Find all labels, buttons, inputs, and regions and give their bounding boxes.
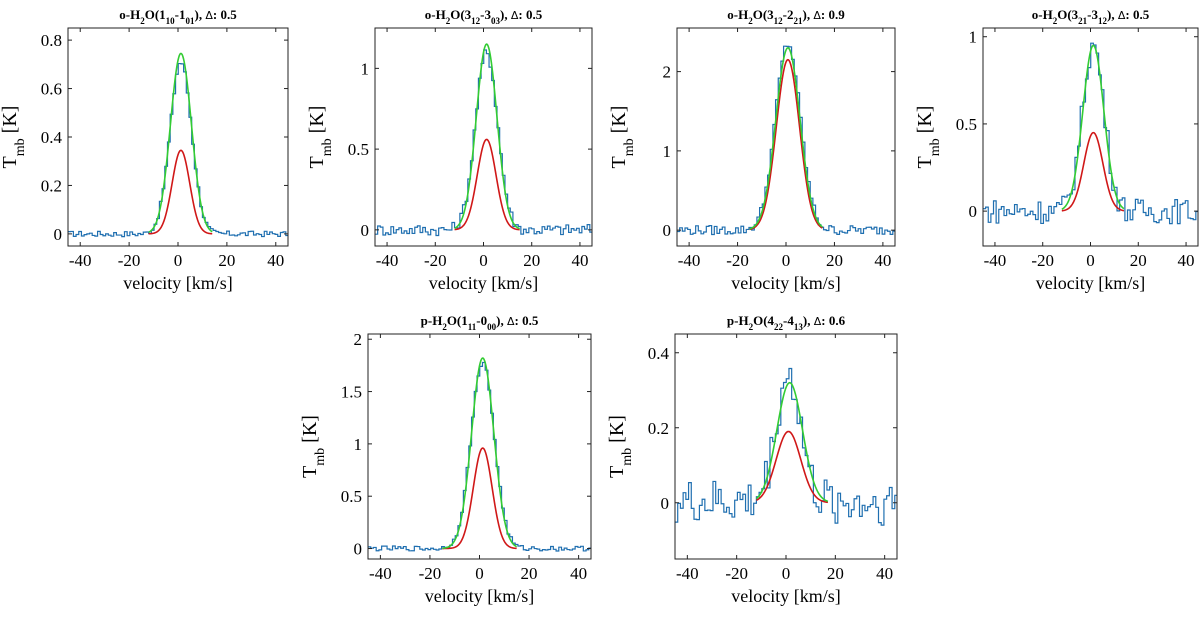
spectrum-panel: o-H2O(110-101), Δ: 0.5 -40 -20 0 20 40 0 0.2 0.4… xyxy=(0,7,289,293)
x-tick-label: 0 xyxy=(174,251,183,270)
component-fit-line xyxy=(442,447,517,550)
plot-frame xyxy=(674,333,898,560)
observed-spectrum-line xyxy=(368,361,591,552)
y-tick-label: 2 xyxy=(663,63,672,82)
x-tick-label: 20 xyxy=(1130,251,1147,270)
panel-title: p-H2O(422-413), Δ: 0.6 xyxy=(727,313,846,332)
y-tick-label: 0.2 xyxy=(648,419,669,438)
y-tick-label: 1 xyxy=(969,28,978,47)
x-tick-label: 0 xyxy=(782,251,791,270)
x-axis-label: velocity [km/s] xyxy=(1036,273,1145,293)
x-tick-label: 0 xyxy=(1086,251,1095,270)
spectrum-panel: o-H2O(321-312), Δ: 0.5 -40 -20 0 20 40 0 0.5 1 ve… xyxy=(914,7,1199,293)
total-fit-line xyxy=(755,381,829,503)
x-tick-label: 40 xyxy=(570,564,587,583)
x-tick-label: -40 xyxy=(676,564,699,583)
y-tick-label: 0 xyxy=(661,494,670,513)
observed-spectrum-line xyxy=(677,45,895,236)
spectrum-panel: o-H2O(312-303), Δ: 0.5 -40 -20 0 20 40 0 0.5 1 ve… xyxy=(306,7,593,293)
y-tick-label: 0.5 xyxy=(956,115,977,134)
y-axis-label: Tmb [K] xyxy=(608,106,637,169)
x-tick-label: -20 xyxy=(725,564,748,583)
component-fit-line xyxy=(749,58,823,231)
y-tick-label: 1 xyxy=(354,435,363,454)
x-tick-label: -20 xyxy=(1031,251,1054,270)
y-tick-label: 1 xyxy=(361,59,370,78)
y-axis-label: Tmb [K] xyxy=(299,415,328,478)
y-axis-label: Tmb [K] xyxy=(606,415,635,478)
component-fit-line xyxy=(454,138,520,231)
y-tick-label: 0 xyxy=(354,540,363,559)
x-tick-label: 40 xyxy=(267,251,284,270)
panel-title: o-H2O(312-303), Δ: 0.5 xyxy=(425,7,543,26)
x-tick-label: 40 xyxy=(876,564,893,583)
x-axis-label: velocity [km/s] xyxy=(425,586,534,606)
y-tick-label: 0 xyxy=(54,225,63,244)
y-tick-label: 0.2 xyxy=(41,176,62,195)
y-tick-label: 0.5 xyxy=(341,487,362,506)
spectrum-panel: o-H2O(312-221), Δ: 0.9 -40 -20 0 20 40 0 1 2 velo… xyxy=(608,7,896,293)
y-tick-label: 0 xyxy=(663,221,672,240)
x-axis-label: velocity [km/s] xyxy=(429,273,538,293)
x-tick-label: -20 xyxy=(118,251,141,270)
x-tick-label: 0 xyxy=(479,251,488,270)
x-tick-label: -20 xyxy=(424,251,447,270)
spectrum-panel: p-H2O(422-413), Δ: 0.6 -40 -20 0 20 40 0 0.2 0.4… xyxy=(606,313,898,606)
panel-title: o-H2O(110-101), Δ: 0.5 xyxy=(119,7,237,26)
x-axis-label: velocity [km/s] xyxy=(123,273,232,293)
y-tick-label: 0.8 xyxy=(41,31,62,50)
x-tick-label: 40 xyxy=(874,251,891,270)
spectrum-panel: p-H2O(111-000), Δ: 0.5 -40 -20 0 20 40 0 0.5 1 1.… xyxy=(299,313,592,606)
observed-spectrum-line xyxy=(675,367,897,526)
x-tick-label: 40 xyxy=(571,251,588,270)
x-tick-label: -20 xyxy=(726,251,749,270)
x-axis-label: velocity [km/s] xyxy=(731,273,840,293)
x-axis-label: velocity [km/s] xyxy=(731,586,840,606)
panel-title: p-H2O(111-000), Δ: 0.5 xyxy=(421,313,539,332)
y-tick-label: 0.6 xyxy=(41,80,62,99)
x-tick-label: -20 xyxy=(419,564,442,583)
y-axis-label: Tmb [K] xyxy=(306,106,335,169)
x-tick-label: 20 xyxy=(218,251,235,270)
total-fit-line xyxy=(442,357,518,550)
component-fit-line xyxy=(756,430,829,504)
y-tick-label: 0.4 xyxy=(41,128,63,147)
y-tick-label: 0.5 xyxy=(348,140,369,159)
panel-title: o-H2O(312-221), Δ: 0.9 xyxy=(727,7,845,26)
y-tick-label: 0 xyxy=(361,221,370,240)
observed-spectrum-line xyxy=(68,62,288,238)
component-fit-line xyxy=(148,149,213,235)
x-tick-label: 20 xyxy=(826,251,843,270)
observed-spectrum-line xyxy=(375,49,592,237)
x-tick-label: -40 xyxy=(69,251,92,270)
y-axis-label: Tmb [K] xyxy=(914,106,943,169)
x-tick-label: -40 xyxy=(678,251,701,270)
x-tick-label: -40 xyxy=(984,251,1007,270)
x-tick-label: 40 xyxy=(1178,251,1195,270)
x-tick-label: 0 xyxy=(782,564,791,583)
y-tick-label: 1.5 xyxy=(341,383,362,402)
y-axis-label: Tmb [K] xyxy=(0,106,28,169)
y-tick-label: 1 xyxy=(663,142,672,161)
x-tick-label: 0 xyxy=(475,564,484,583)
panel-title: o-H2O(321-312), Δ: 0.5 xyxy=(1032,7,1150,26)
total-fit-line xyxy=(148,52,213,233)
y-tick-label: 2 xyxy=(354,330,363,349)
x-tick-label: 20 xyxy=(827,564,844,583)
x-tick-label: 20 xyxy=(523,251,540,270)
x-tick-label: 20 xyxy=(521,564,538,583)
x-tick-label: -40 xyxy=(369,564,392,583)
total-fit-line xyxy=(1061,44,1125,210)
total-fit-line xyxy=(454,43,520,230)
y-tick-label: 0 xyxy=(969,202,978,221)
observed-spectrum-line xyxy=(983,42,1198,225)
total-fit-line xyxy=(749,46,823,230)
component-fit-line xyxy=(1061,131,1125,212)
y-tick-label: 0.4 xyxy=(648,344,670,363)
x-tick-label: -40 xyxy=(376,251,399,270)
